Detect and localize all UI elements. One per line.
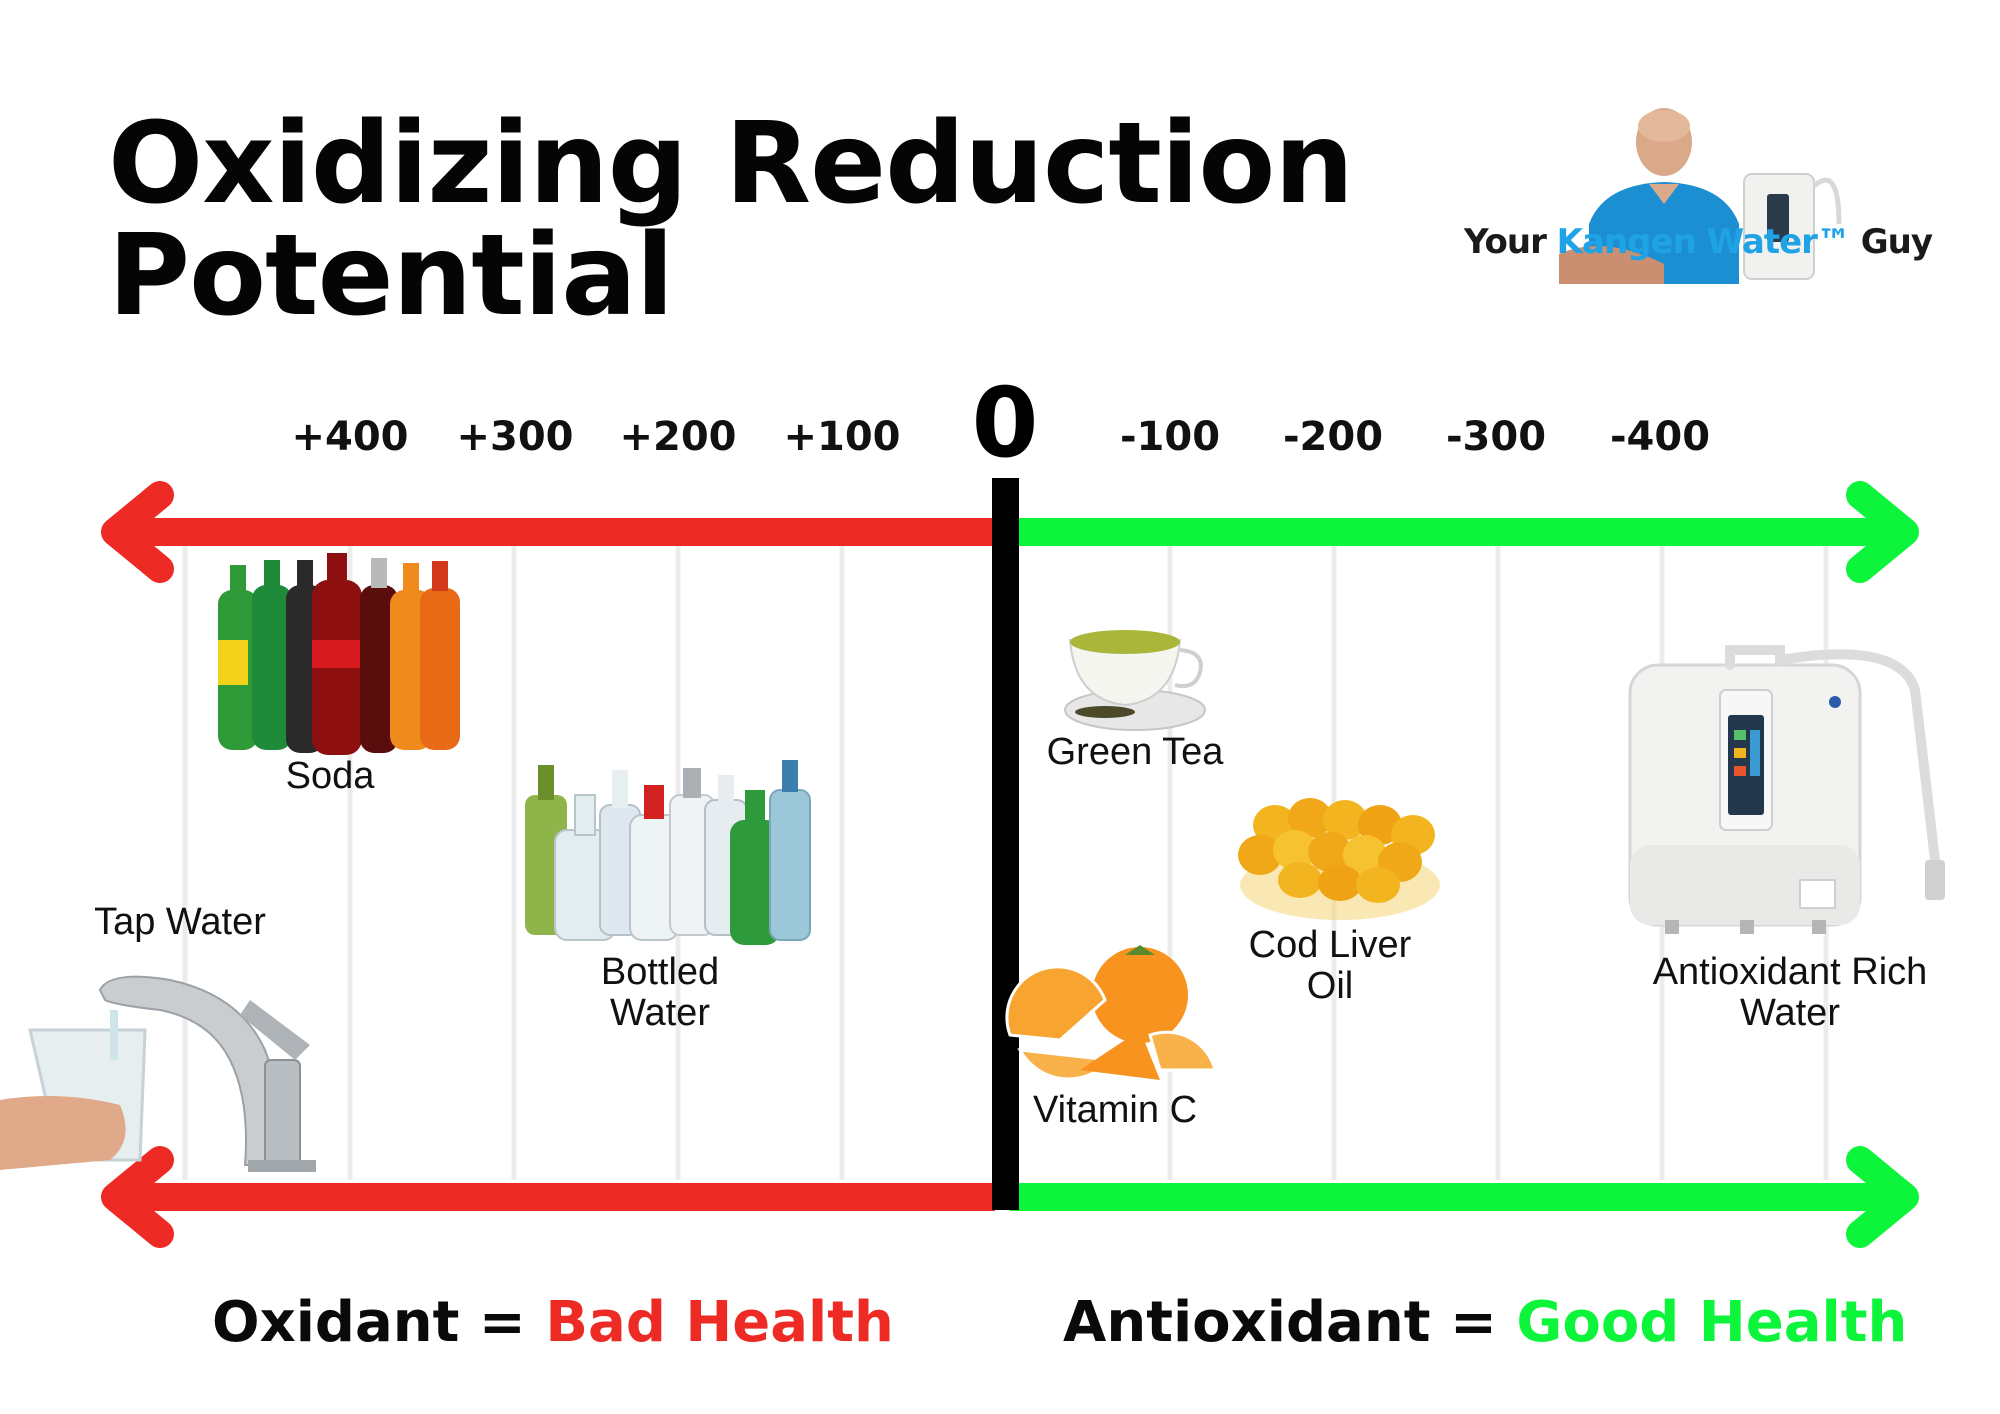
title-line-1: Oxidizing Reduction xyxy=(108,99,1354,229)
antioxidant-water-label-line-1: Antioxidant Rich xyxy=(1652,951,1928,993)
cod-liver-oil-label-line-1: Cod Liver xyxy=(1248,924,1412,966)
green-tea-label: Green Tea xyxy=(1046,731,1224,773)
oxidant-arrow-bottom xyxy=(101,1146,995,1248)
brand-kangen-water: Kangen Water™ xyxy=(1556,222,1851,262)
tick-minus-100: -100 xyxy=(1119,414,1221,460)
tick-minus-300: -300 xyxy=(1445,414,1547,460)
brand-guy-illustration xyxy=(1559,108,1842,284)
tick-minus-400: -400 xyxy=(1609,414,1711,460)
water-ionizer-image xyxy=(1628,645,1945,934)
antioxidant-legend: Antioxidant = Good Health xyxy=(1063,1290,1907,1355)
tap-water-image xyxy=(0,975,316,1172)
soda-label: Soda xyxy=(285,755,375,797)
page-title: Oxidizing Reduction Potential xyxy=(108,99,1354,341)
tap-water-label: Tap Water xyxy=(94,901,266,943)
oxidant-legend: Oxidant = Bad Health xyxy=(212,1290,894,1355)
brand-text: Your Kangen Water™ Guy xyxy=(1464,222,1933,262)
vitamin-c-label: Vitamin C xyxy=(1032,1089,1198,1131)
cod-liver-oil-image xyxy=(1238,798,1440,920)
cod-liver-oil-label-line-2: Oil xyxy=(1306,965,1354,1007)
title-line-2: Potential xyxy=(108,211,674,341)
antioxidant-arrow-bottom xyxy=(1010,1146,1919,1248)
oxidant-arrow-top xyxy=(101,481,995,583)
tick-plus-100: +100 xyxy=(783,414,901,460)
bad-health-text: Bad Health xyxy=(545,1290,894,1355)
cod-liver-oil-label: Cod Liver Oil xyxy=(1220,925,1440,1007)
zero-label: 0 xyxy=(971,367,1039,479)
antioxidant-water-label: Antioxidant Rich Water xyxy=(1600,952,1980,1034)
bottled-water-image xyxy=(525,760,811,945)
bottled-water-label: Bottled Water xyxy=(560,952,760,1034)
tick-minus-200: -200 xyxy=(1282,414,1384,460)
zero-axis xyxy=(992,478,1019,1210)
brand-logo: Your Kangen Water™ Guy xyxy=(1464,104,1933,304)
bottled-water-label-line-2: Water xyxy=(610,992,710,1034)
good-health-text: Good Health xyxy=(1516,1290,1908,1355)
tick-plus-400: +400 xyxy=(291,414,409,460)
bottled-water-label-line-1: Bottled xyxy=(600,951,720,993)
brand-prefix: Your xyxy=(1464,222,1557,262)
tick-plus-300: +300 xyxy=(456,414,574,460)
oxidant-term: Oxidant = xyxy=(212,1290,546,1355)
antioxidant-term: Antioxidant = xyxy=(1063,1290,1517,1355)
soda-bottles-image xyxy=(218,553,460,755)
green-tea-image xyxy=(1064,630,1206,731)
vitamin-c-image xyxy=(1005,945,1217,1081)
tick-plus-200: +200 xyxy=(619,414,737,460)
antioxidant-arrow-top xyxy=(1010,481,1919,583)
antioxidant-water-label-line-2: Water xyxy=(1740,992,1840,1034)
brand-suffix: Guy xyxy=(1849,222,1933,262)
